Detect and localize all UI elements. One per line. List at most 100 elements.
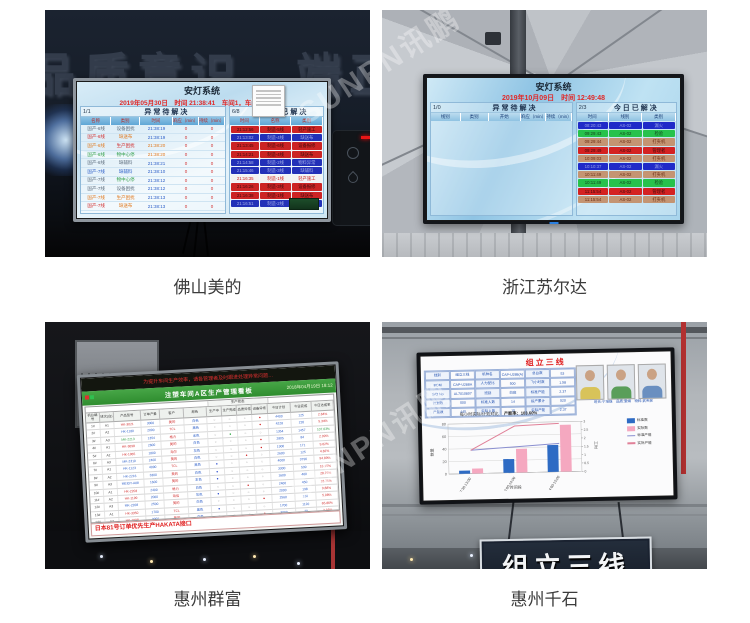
column-header: 类别 [291, 117, 323, 125]
cell: 0 [184, 177, 188, 183]
info-value: CAP-U288A [450, 379, 476, 390]
employee-names: 班长:宁培珠 品质:爱娟 物料:武夹民 [593, 398, 653, 405]
cell: 设备报修 [291, 183, 322, 191]
cell: 管理者 [642, 146, 675, 154]
cell: 9.02% [313, 440, 336, 448]
cell: 18.15% [314, 462, 338, 470]
cell: 国产-7线 [87, 194, 105, 200]
green-indicator [289, 198, 319, 210]
resolved-row: 09:29:43 AS-02 检验 [577, 130, 675, 138]
screen-panels: 1/0 异常待解决 线别 类别 开始 响应（min） 持续（min） [430, 102, 677, 216]
cell: 10:11:49 [577, 179, 609, 187]
cell: 制造-5线 [260, 126, 291, 134]
cell: 09:29:49 [577, 146, 609, 154]
cell: 6# [88, 459, 103, 467]
resolved-row: 21:13:02 制造-4线 缺送布 [230, 134, 322, 142]
cell: 2400 [142, 456, 163, 464]
cell: 0 [184, 126, 188, 132]
cell: 13# [90, 511, 106, 519]
andon-screen: 安灯系统 2019年05月30日 时间 21:38:41 车间1，车间3，车间4… [77, 82, 327, 218]
cell: 1457 [291, 426, 314, 434]
cell: 缺辅料 [118, 160, 133, 166]
cell: 2400 [271, 479, 295, 487]
cell: 打夹机 [642, 171, 675, 179]
column-header: 开始 [488, 113, 521, 121]
info-label: 机种名 [474, 369, 501, 380]
cell: 美的 [163, 477, 188, 486]
cell: 0 [184, 203, 188, 209]
pending-row: 国产-6线 生产困扰 21:38:20 0 0 [81, 142, 225, 151]
svg-text:2: 2 [584, 436, 586, 440]
cell: 21:38:21 [147, 160, 166, 166]
menu-line [256, 100, 281, 102]
cell: AS-02 [609, 154, 642, 162]
cell: 生产困扰 [116, 142, 135, 148]
cell: 11:15:54 [577, 195, 609, 203]
cell: 21:38:20 [147, 143, 166, 149]
page-indicator: 1/0 [433, 104, 441, 111]
cell: 1800 [142, 449, 163, 457]
cell: 9.88% [315, 484, 339, 492]
svg-text:60: 60 [442, 435, 446, 439]
cell: 2000 [144, 493, 165, 501]
info-value: 1.58 [549, 377, 576, 388]
status-dot: ○ [241, 496, 258, 504]
svg-text:40: 40 [442, 448, 446, 452]
cell: 1900 [269, 442, 293, 450]
cell: 2.99% [313, 432, 336, 441]
panel-header: 1/0 异常待解决 [431, 103, 572, 113]
status-dot: ○ [225, 474, 241, 482]
lower-wall [382, 233, 707, 257]
resolved-row: 11:15:54 AS-02 管理者 [577, 187, 675, 195]
cell: 国产-6线 [87, 151, 105, 157]
cell: 21:38:19 [147, 134, 166, 140]
legend-item: 标准产能 [627, 432, 667, 438]
info-value: 500 [450, 398, 476, 408]
status-dot: ● [223, 430, 239, 438]
cell: 125 [290, 411, 313, 420]
screen-datetime: 2019年10月09日 时间 12:49:48 [501, 95, 606, 102]
cell: 3# [87, 437, 102, 445]
cell: AS-02 [609, 146, 642, 154]
status-dot: ○ [208, 431, 224, 439]
cell: 缺送布 [291, 150, 322, 158]
cell: 制造-2线 [260, 158, 291, 166]
cell: 物中心停 [116, 151, 135, 157]
cell: 灰色 [187, 491, 212, 499]
photo-huizhou-qunfu: 为提升车间生产效率，请各管理者及时跟进处理异常问题… 注塑车间A区生产管理看板 … [45, 322, 370, 569]
pending-row: 国产-6线 设备困扰 21:38:19 0 0 [81, 125, 225, 134]
cell: 国产-7线 [87, 185, 105, 191]
cell: 11# [90, 496, 105, 504]
cell: 171 [292, 441, 314, 449]
column-header: 线别 [608, 113, 643, 121]
column-header: 名称 [259, 117, 292, 125]
cell: 美的 [160, 418, 185, 427]
cell: 0 [210, 134, 214, 140]
cell: 0 [210, 126, 214, 132]
legend-item: 实际数 [627, 425, 667, 431]
cell: 国产-6线 [87, 160, 105, 166]
cell: 轻产施工 [291, 126, 322, 134]
status-dot: ● [210, 475, 226, 483]
cell: 0 [184, 169, 188, 175]
status-dot: ● [211, 504, 228, 513]
cell: AS-02 [609, 179, 642, 187]
photo-foshan-midea: 品质意识 端正品质态 安灯系统 2019年05月30日 时间 21:38:41 … [45, 10, 370, 257]
cell: 0 [210, 152, 214, 158]
legend-item: 实际产能 [627, 440, 667, 446]
info-label: 总台数 [524, 368, 550, 379]
resolved-panel: 2/3 今日已解决 时间 线别 类别 08:20:43 AS-02 漏火 09:29:… [575, 102, 677, 216]
status-dot: ○ [254, 458, 271, 466]
cell: 130 [295, 492, 317, 501]
screen-title: 安灯系统 [535, 82, 572, 92]
cell: 制造-6线 [260, 142, 291, 150]
cell: 0 [210, 203, 214, 209]
status-dot: ○ [209, 453, 225, 461]
status-dot: ● [254, 443, 270, 451]
status-dot: ○ [211, 497, 227, 505]
ceiling-rail [382, 337, 707, 339]
cell: 599 [293, 463, 315, 471]
cell: 1600 [270, 471, 295, 480]
cell: 21:16:35 [230, 175, 260, 183]
cell: AS-02 [609, 138, 642, 146]
